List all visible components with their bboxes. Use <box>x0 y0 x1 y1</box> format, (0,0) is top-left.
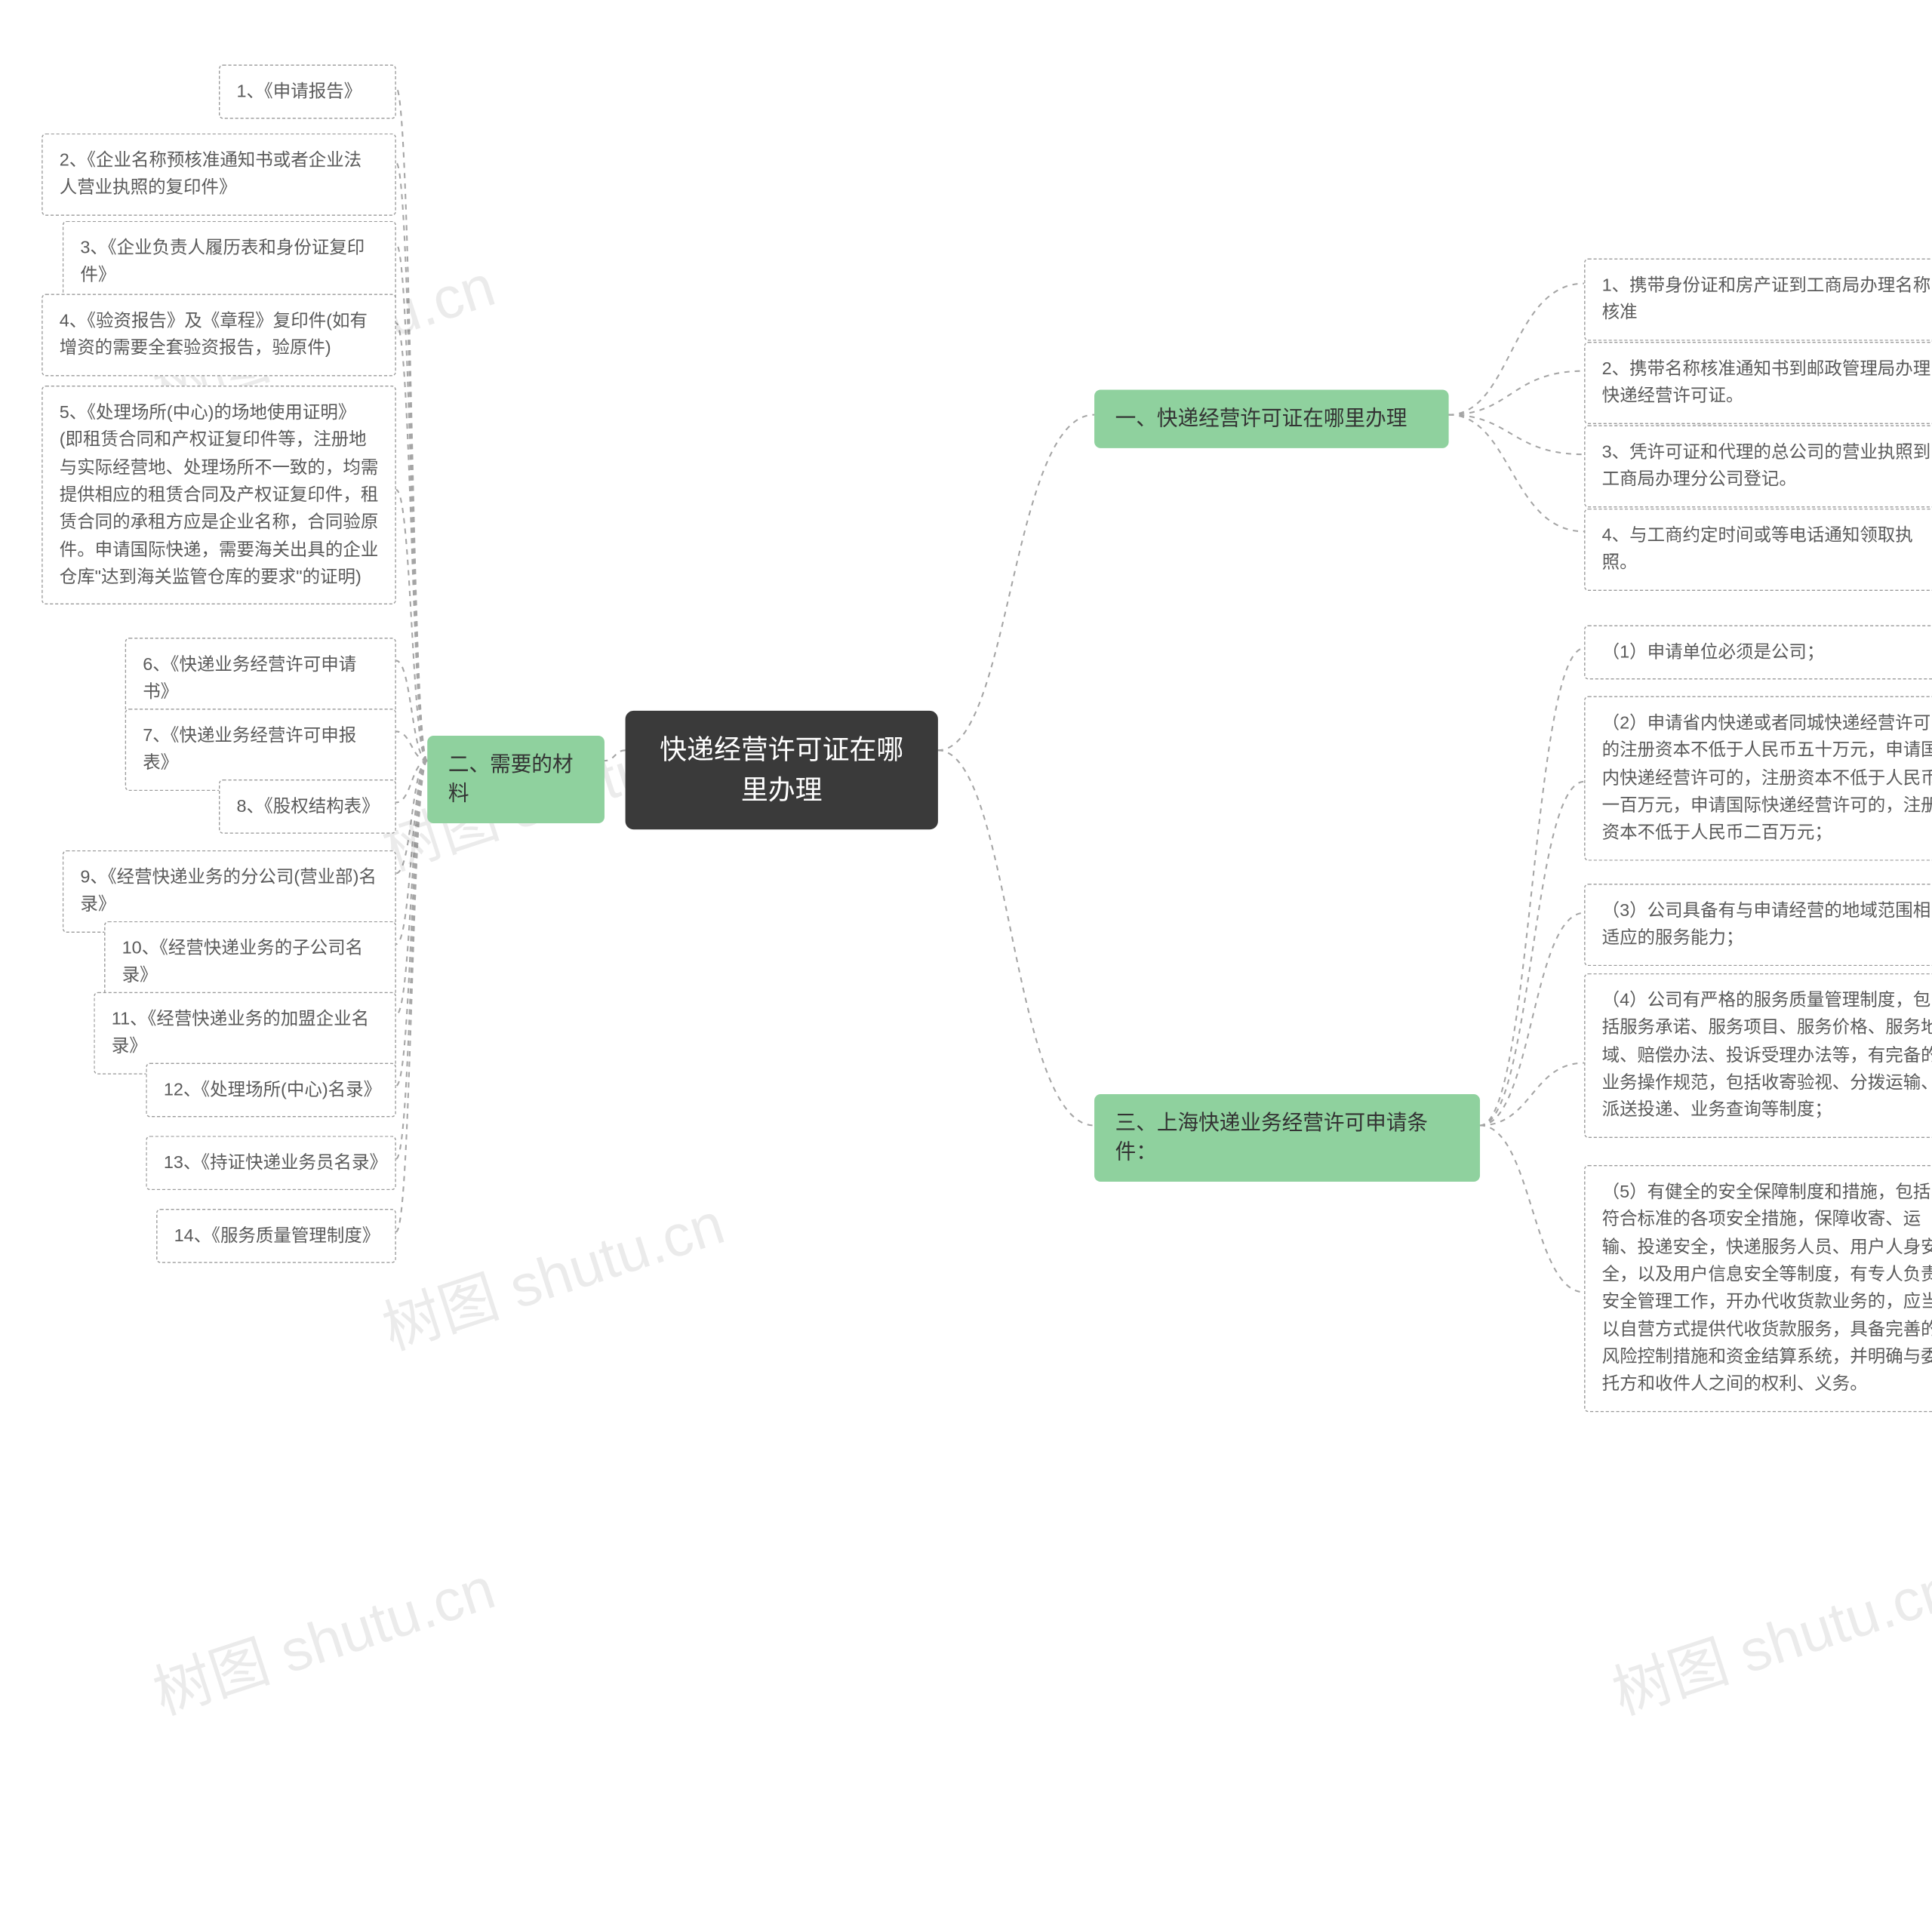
edge-b3-3 <box>1480 913 1584 1126</box>
edge-b2-5 <box>396 490 427 761</box>
edge-root-b2 <box>605 750 626 761</box>
edge-b2-1 <box>396 88 427 761</box>
edge-b3-1 <box>1480 648 1584 1125</box>
watermark: 树图 shutu.cn <box>142 1542 504 1731</box>
watermark: 树图 shutu.cn <box>1601 1542 1932 1731</box>
branch-node-conditions[interactable]: 三、上海快递业务经营许可申请条件： <box>1094 1094 1480 1182</box>
leaf-node[interactable]: 6、《快递业务经营许可申请书》 <box>125 638 396 720</box>
leaf-node[interactable]: 2、携带名称核准通知书到邮政管理局办理快递经营许可证。 <box>1584 342 1932 424</box>
edge-b1-1 <box>1449 284 1585 415</box>
edge-b1-2 <box>1449 371 1585 415</box>
leaf-node[interactable]: 9、《经营快递业务的分公司(营业部)名录》 <box>63 850 396 933</box>
edge-b3-5 <box>1480 1125 1584 1292</box>
leaf-node[interactable]: 2、《企业名称预核准通知书或者企业法人营业执照的复印件》 <box>42 134 396 216</box>
edge-b1-3 <box>1449 415 1585 454</box>
leaf-node[interactable]: 13、《持证快递业务员名录》 <box>146 1136 395 1190</box>
edge-b2-8 <box>396 761 427 802</box>
leaf-node[interactable]: 3、《企业负责人履历表和身份证复印件》 <box>63 221 396 303</box>
edge-b2-6 <box>396 661 427 761</box>
root-node[interactable]: 快递经营许可证在哪里办理 <box>626 711 938 829</box>
leaf-node[interactable]: 4、《验资报告》及《章程》复印件(如有增资的需要全套验资报告，验原件) <box>42 294 396 376</box>
leaf-node[interactable]: 8、《股权结构表》 <box>219 779 396 834</box>
branch-node-materials[interactable]: 二、需要的材料 <box>427 736 605 823</box>
edge-b3-2 <box>1480 782 1584 1126</box>
leaf-node[interactable]: 7、《快递业务经营许可申报表》 <box>125 709 396 791</box>
edge-b2-3 <box>396 244 427 761</box>
edge-b2-2 <box>396 162 427 761</box>
edge-root-b3 <box>938 750 1094 1125</box>
leaf-node[interactable]: 4、与工商约定时间或等电话通知领取执照。 <box>1584 509 1932 591</box>
leaf-node[interactable]: （3）公司具备有与申请经营的地域范围相适应的服务能力； <box>1584 884 1932 966</box>
edge-root-b1 <box>938 415 1094 751</box>
leaf-node[interactable]: 3、凭许可证和代理的总公司的营业执照到工商局办理分公司登记。 <box>1584 425 1932 507</box>
edge-b3-4 <box>1480 1063 1584 1126</box>
edge-b2-14 <box>396 761 427 1231</box>
leaf-node[interactable]: （1）申请单位必须是公司； <box>1584 626 1932 680</box>
leaf-node[interactable]: 1、《申请报告》 <box>219 65 396 119</box>
leaf-node[interactable]: 1、携带身份证和房产证到工商局办理名称核准 <box>1584 258 1932 340</box>
leaf-node[interactable]: 12、《处理场所(中心)名录》 <box>146 1063 395 1118</box>
leaf-node[interactable]: 5、《处理场所(中心)的场地使用证明》(即租赁合同和产权证复印件等，注册地与实际… <box>42 386 396 605</box>
edge-b2-13 <box>396 761 427 1159</box>
edge-b2-12 <box>396 761 427 1086</box>
leaf-node[interactable]: 14、《服务质量管理制度》 <box>156 1209 396 1263</box>
edge-b2-11 <box>396 761 427 1015</box>
edge-b2-9 <box>396 761 427 873</box>
watermark: 树图 shutu.cn <box>371 1177 733 1367</box>
leaf-node[interactable]: 10、《经营快递业务的子公司名录》 <box>104 921 396 1004</box>
leaf-node[interactable]: 11、《经营快递业务的加盟企业名录》 <box>94 992 395 1075</box>
edge-b1-4 <box>1449 415 1585 532</box>
edge-b2-7 <box>396 731 427 761</box>
branch-node-where[interactable]: 一、快递经营许可证在哪里办理 <box>1094 389 1449 447</box>
leaf-node[interactable]: （5）有健全的安全保障制度和措施，包括符合标准的各项安全措施，保障收寄、运输、投… <box>1584 1165 1932 1412</box>
leaf-node[interactable]: （4）公司有严格的服务质量管理制度，包括服务承诺、服务项目、服务价格、服务地域、… <box>1584 973 1932 1138</box>
edge-b2-4 <box>396 323 427 761</box>
edge-b2-10 <box>396 761 427 944</box>
leaf-node[interactable]: （2）申请省内快递或者同城快递经营许可的注册资本不低于人民币五十万元，申请国内快… <box>1584 696 1932 861</box>
